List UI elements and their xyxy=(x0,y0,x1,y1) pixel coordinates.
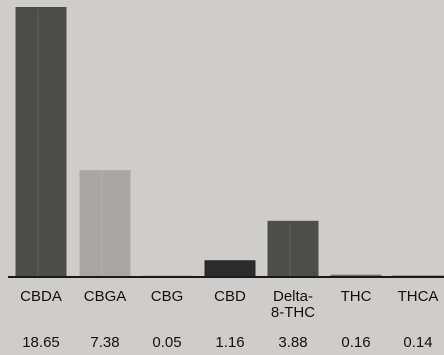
category-label: CBD xyxy=(214,288,246,305)
category-label: CBGA xyxy=(84,288,127,305)
value-label: 0.14 xyxy=(403,334,432,351)
value-label: 7.38 xyxy=(90,334,119,351)
value-label: 0.16 xyxy=(341,334,370,351)
value-label: 1.16 xyxy=(215,334,244,351)
value-label: 18.65 xyxy=(22,334,60,351)
category-label: THC xyxy=(341,288,372,305)
bar-cbda xyxy=(15,7,67,277)
value-label: 3.88 xyxy=(278,334,307,351)
value-labels: 18.65 7.38 0.05 1.16 3.88 0.16 0.14 xyxy=(22,334,432,351)
category-labels: CBDA CBGA CBG CBD Delta-8-THC THC THCA xyxy=(20,288,438,321)
bars-layer xyxy=(15,7,444,277)
bar-thc xyxy=(330,274,382,277)
category-label: Delta-8-THC xyxy=(271,288,315,321)
category-label: THCA xyxy=(398,288,439,305)
category-label: CBDA xyxy=(20,288,62,305)
category-label: CBG xyxy=(151,288,184,305)
bar-cbd xyxy=(204,260,256,277)
bar-delta-8-thc xyxy=(267,220,319,277)
bar-cbga xyxy=(79,170,131,277)
value-label: 0.05 xyxy=(152,334,181,351)
